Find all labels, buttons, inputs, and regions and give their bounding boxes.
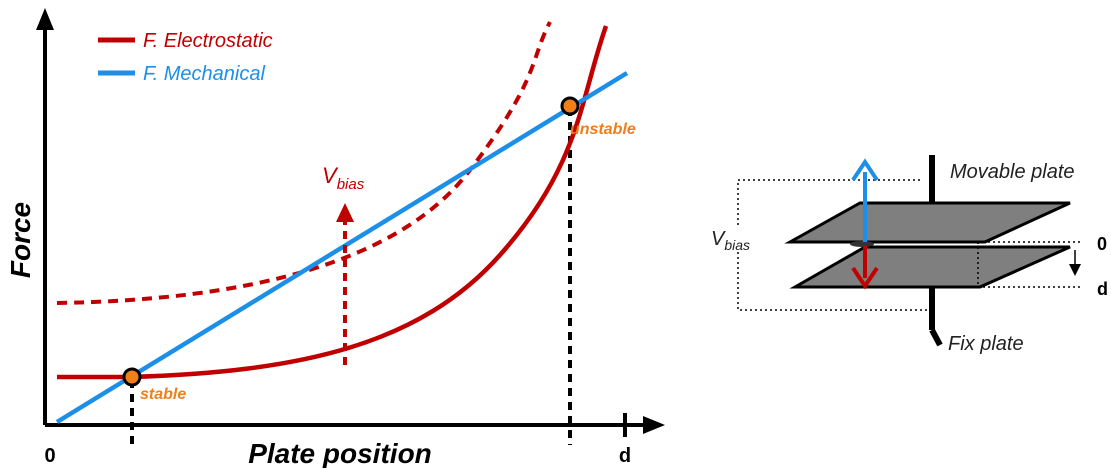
top-label: Movable plate [950, 161, 1075, 183]
stable-point [124, 369, 140, 385]
point-label: unstable [570, 121, 636, 138]
legend-label: F. Mechanical [143, 63, 265, 85]
point-label: stable [140, 386, 186, 403]
x-axis-label: Plate position [248, 438, 432, 468]
legend-label: F. Electrostatic [143, 30, 273, 52]
biased-curve [57, 22, 550, 303]
voltage-label: Vbias [711, 228, 750, 253]
bias-arrowhead [336, 203, 354, 222]
gap-start-label: 0 [1097, 234, 1107, 254]
x-end-label: d [619, 445, 631, 467]
y-axis-label: Force [5, 202, 36, 278]
bias-label: Vbias [322, 163, 365, 193]
gap-end-label: d [1097, 279, 1108, 299]
bias-sub: bias [337, 176, 365, 193]
voltage-sub: bias [724, 237, 750, 253]
bottom-label: Fix plate [948, 333, 1024, 355]
schematic-guides [738, 180, 1082, 310]
x-start-label: 0 [44, 445, 55, 467]
electrostatic-curve [57, 26, 606, 377]
diagram: F. Electrostatic F. Mechanical Force Pla… [0, 0, 1111, 468]
unstable-point [562, 98, 578, 114]
mechanical-line [57, 73, 627, 422]
schematic [790, 155, 1070, 345]
